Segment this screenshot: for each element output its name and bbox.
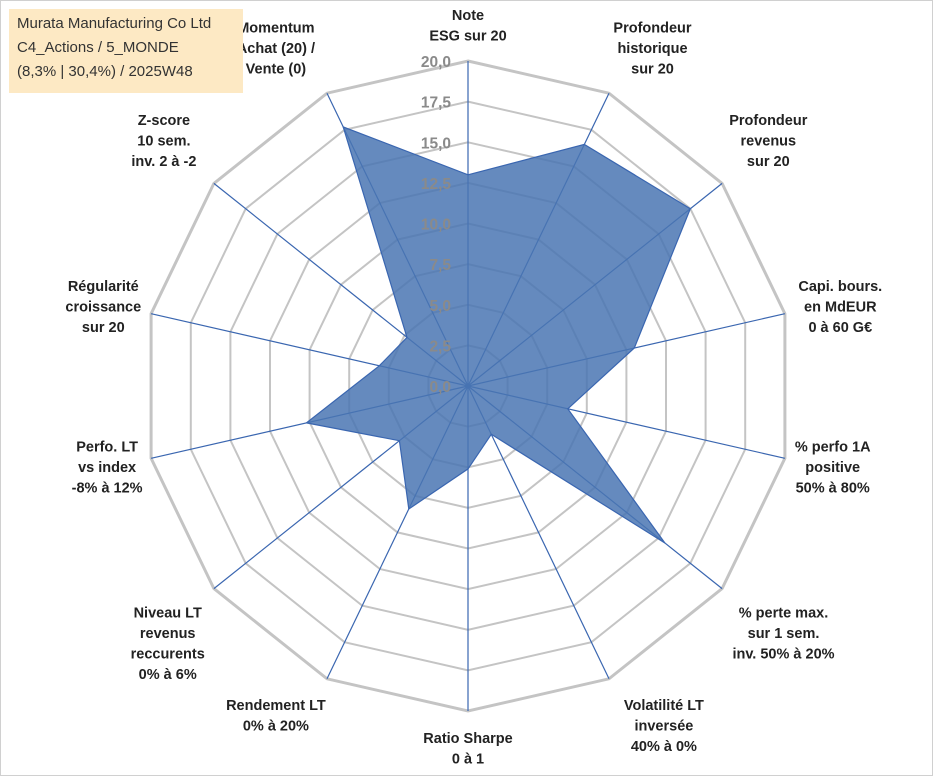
tick-label: 15,0: [421, 135, 451, 152]
axis-label-line: 0 à 60 G€: [808, 320, 872, 336]
axis-label: Rendement LT 0% à 20%: [226, 698, 326, 735]
axis-label-line: Régularité: [68, 279, 139, 295]
axis-label-line: Vente (0): [246, 62, 307, 78]
axis-label-line: % perfo 1A: [795, 439, 871, 455]
axis-label-line: en MdEUR: [804, 300, 877, 316]
axis-label-line: Profondeur: [729, 113, 807, 129]
axis-label: % perfo 1A positive 50% à 80%: [795, 439, 871, 496]
axis-label-line: sur 1 sem.: [748, 626, 820, 642]
axis-label-line: 0% à 6%: [139, 667, 197, 683]
title-company: Murata Manufacturing Co Ltd: [17, 15, 212, 32]
axis-label: Profondeur historique sur 20: [613, 21, 691, 78]
tick-label: 7,5: [429, 257, 451, 274]
radar-series: [304, 125, 692, 544]
axis-label-line: inversée: [634, 719, 693, 735]
tick-label: 10,0: [421, 217, 451, 234]
axis-label: Perfo. LT vs index -8% à 12%: [72, 439, 143, 496]
axis-label-line: 0 à 1: [452, 752, 484, 768]
axis-labels: Note ESG sur 20 Profondeur historique sur 20…: [65, 8, 882, 768]
axis-label-line: sur 20: [631, 62, 674, 78]
axis-label-line: revenus: [740, 133, 796, 149]
axis-label: % perte max. sur 1 sem. inv. 50% à 20%: [732, 606, 834, 663]
axis-label: Profondeur revenus sur 20: [729, 113, 807, 170]
axis-label: Momentum Achat (20) / Vente (0): [237, 21, 315, 78]
axis-label-line: Volatilité LT: [624, 698, 704, 714]
tick-label: 2,5: [429, 338, 451, 355]
axis-label-line: inv. 50% à 20%: [732, 647, 834, 663]
axis-label-line: % perte max.: [739, 606, 828, 622]
radial-tick-labels: 0,0 2,5 5,0 7,5 10,0 12,5 15,0 17,5 20,0: [421, 54, 452, 396]
axis-label-line: 40% à 0%: [631, 739, 697, 755]
axis-label-line: reccurents: [131, 647, 205, 663]
axis-label-line: historique: [617, 41, 687, 57]
axis-label-line: Ratio Sharpe: [423, 731, 512, 747]
tick-label: 5,0: [429, 298, 451, 315]
axis-label: Régularité croissance sur 20: [65, 279, 141, 336]
chart-title-box: Murata Manufacturing Co Ltd C4_Actions /…: [9, 9, 243, 93]
title-stats: (8,3% | 30,4%) / 2025W48: [17, 63, 193, 80]
axis-label-line: -8% à 12%: [72, 480, 143, 496]
tick-label: 20,0: [421, 54, 451, 71]
axis-label-line: croissance: [65, 300, 141, 316]
axis-label-line: 0% à 20%: [243, 719, 309, 735]
tick-label: 17,5: [421, 95, 452, 112]
axis-label: Niveau LT revenus reccurents 0% à 6%: [131, 606, 205, 684]
axis-label-line: Rendement LT: [226, 698, 326, 714]
axis-label-line: sur 20: [82, 320, 125, 336]
axis-label-line: vs index: [78, 460, 136, 476]
axis-label-line: Perfo. LT: [76, 439, 138, 455]
axis-label-line: revenus: [140, 626, 196, 642]
axis-label-line: Profondeur: [613, 21, 691, 37]
axis-label-line: sur 20: [747, 154, 790, 170]
axis-label-line: 50% à 80%: [796, 480, 870, 496]
axis-label-line: Capi. bours.: [798, 279, 882, 295]
axis-label-line: positive: [805, 460, 860, 476]
axis-label: Ratio Sharpe 0 à 1: [423, 731, 512, 768]
tick-label: 0,0: [429, 379, 451, 396]
axis-label-line: Niveau LT: [134, 606, 202, 622]
axis-label: Volatilité LT inversée 40% à 0%: [624, 698, 704, 755]
tick-label: 12,5: [421, 176, 452, 193]
title-category: C4_Actions / 5_MONDE: [17, 39, 179, 56]
axis-label-line: Achat (20) /: [237, 41, 315, 57]
axis-label: Note ESG sur 20: [429, 8, 506, 45]
axis-label-line: inv. 2 à -2: [131, 154, 196, 170]
axis-label-line: ESG sur 20: [429, 29, 506, 45]
axis-label-line: Momentum: [237, 21, 314, 37]
axis-label: Capi. bours. en MdEUR 0 à 60 G€: [798, 279, 882, 336]
series-area: [304, 125, 692, 544]
axis-label-line: 10 sem.: [137, 133, 190, 149]
axis-label: Z-score 10 sem. inv. 2 à -2: [131, 113, 196, 170]
axis-label-line: Z-score: [138, 113, 190, 129]
axis-label-line: Note: [452, 8, 484, 24]
